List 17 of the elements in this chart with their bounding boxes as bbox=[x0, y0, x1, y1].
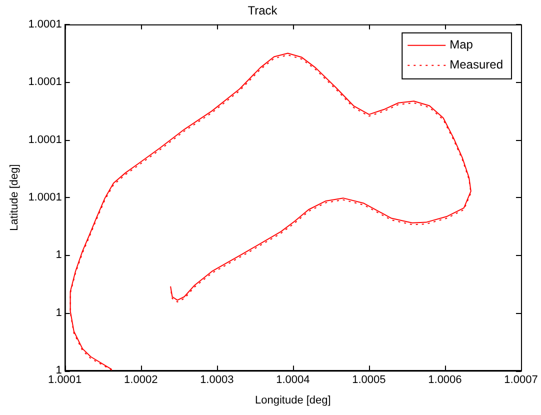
y-tick-label: 1.0001 bbox=[28, 76, 62, 88]
y-axis-title: Latitude [deg] bbox=[8, 164, 21, 231]
y-tick-label: 1 bbox=[56, 249, 62, 262]
x-axis-title: Longitude [deg] bbox=[254, 394, 331, 406]
legend-label: Map bbox=[450, 38, 474, 52]
chart-title: Track bbox=[248, 4, 278, 18]
x-tick-label: 1.0006 bbox=[428, 374, 462, 386]
y-tick-label: 1.0001 bbox=[28, 134, 62, 146]
x-tick-label: 1.0007 bbox=[504, 374, 538, 386]
x-tick-label: 1.0002 bbox=[124, 374, 158, 386]
x-tick-label: 1.0003 bbox=[200, 374, 234, 386]
x-tick-label: 1.0005 bbox=[352, 374, 386, 386]
y-tick-label: 1.0001 bbox=[28, 18, 62, 30]
legend-label: Measured bbox=[450, 58, 504, 72]
x-tick-label: 1.0004 bbox=[276, 374, 310, 386]
y-tick-label: 1.0001 bbox=[28, 192, 62, 204]
y-tick-label: 1 bbox=[56, 306, 62, 319]
